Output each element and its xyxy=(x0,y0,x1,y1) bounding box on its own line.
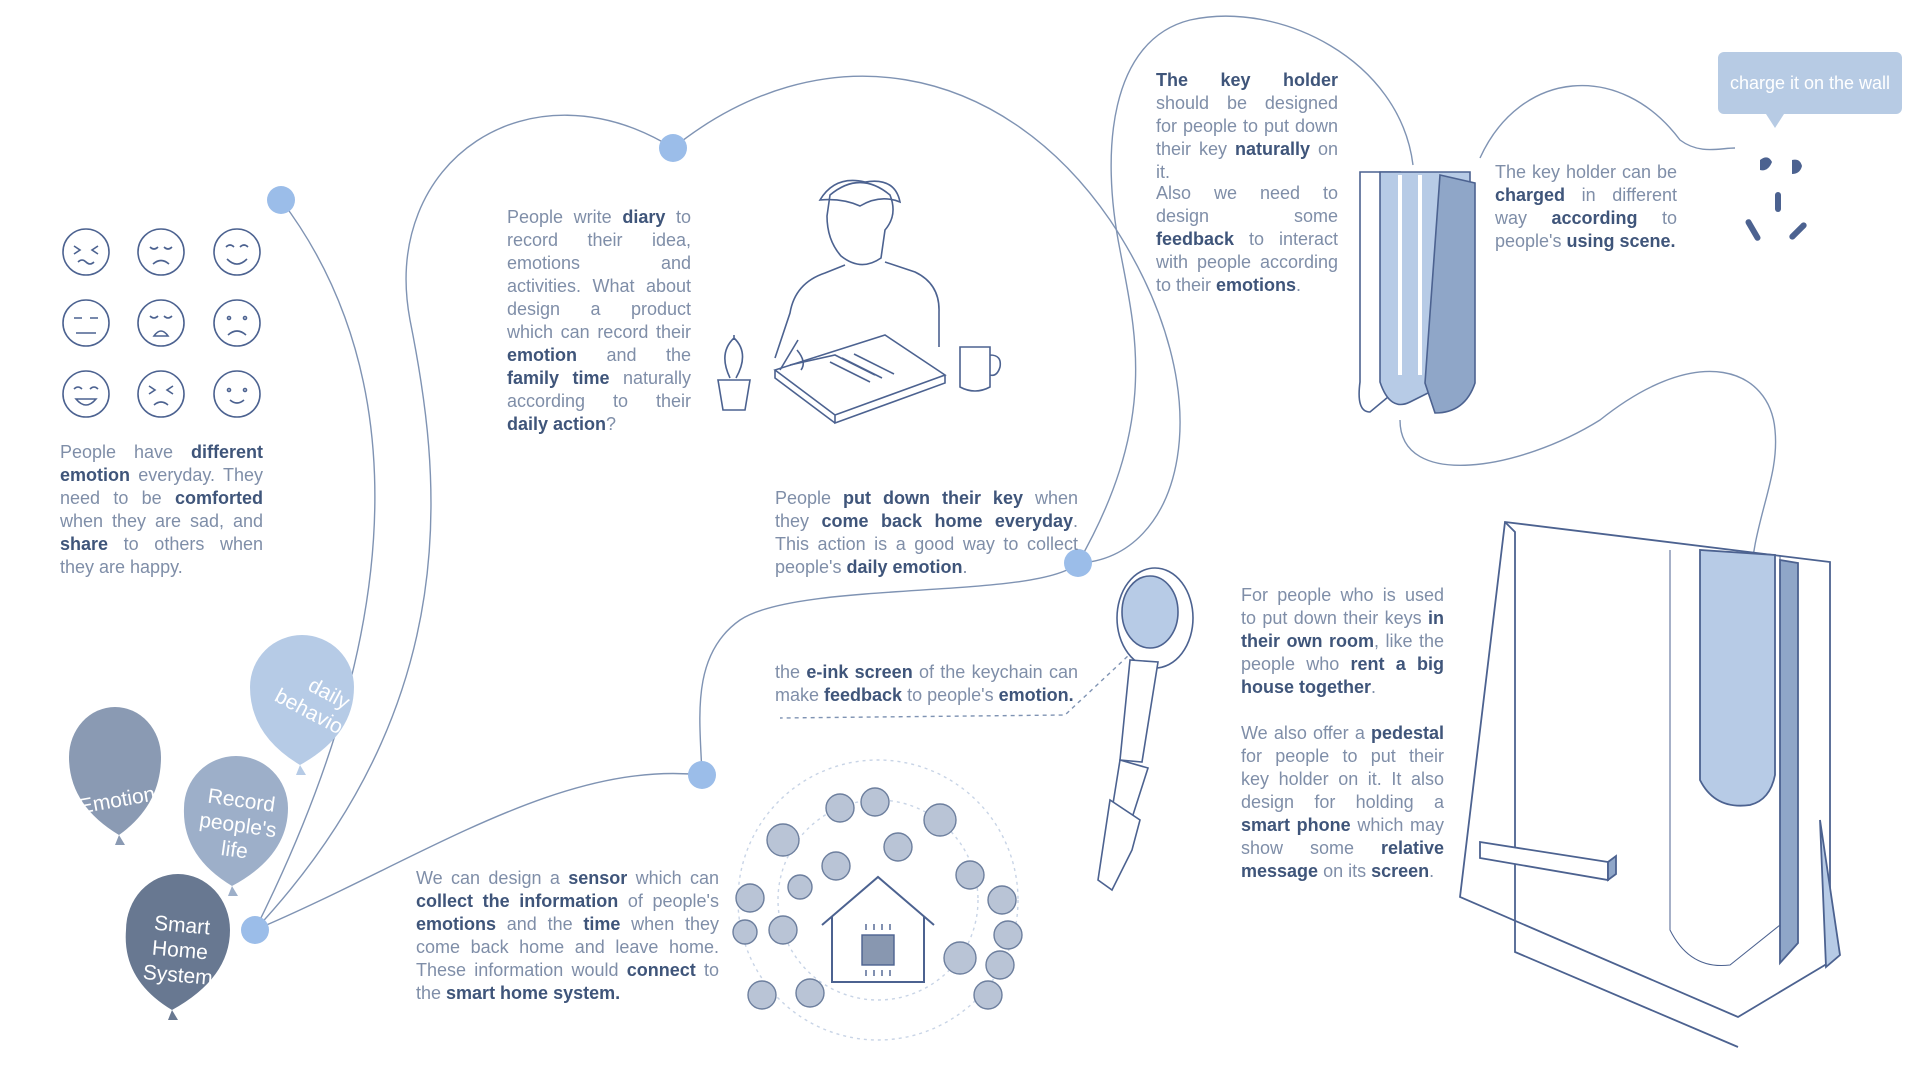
text-emotion: People have different emotion everyday. … xyxy=(60,442,263,577)
connector-key2 xyxy=(699,562,1079,776)
face-icon-4 xyxy=(62,299,110,347)
emphasis-text: daily action xyxy=(507,414,607,434)
node-sensor xyxy=(688,761,716,789)
emphasis-text: diary xyxy=(622,207,666,227)
connector-emotion xyxy=(254,199,376,931)
text-diary: People write diary to record their idea,… xyxy=(507,207,692,434)
face-icon-9 xyxy=(213,370,261,418)
smart-home-illustration xyxy=(732,759,1023,1041)
emphasis-text: emotions xyxy=(416,914,497,934)
tap-icon xyxy=(985,950,1015,980)
text-room-2: We also offer a pedestal for people to p… xyxy=(1241,723,1444,881)
text-holder-1: The key holder should be designed for pe… xyxy=(1156,70,1338,182)
text-sensor: We can design a sensor which can collect… xyxy=(416,868,719,1003)
emphasis-text: e-ink screen xyxy=(806,662,913,682)
connector-holder xyxy=(1077,15,1414,564)
emphasis-text: using scene. xyxy=(1566,231,1676,251)
emphasis-text: time xyxy=(583,914,621,934)
camera-icon xyxy=(860,787,890,817)
charge-icons xyxy=(1745,157,1807,241)
chip-icon xyxy=(861,934,895,966)
text-charge: The key holder can be charged in differe… xyxy=(1495,162,1677,251)
charge-bubble: charge it on the wall xyxy=(1718,52,1902,128)
battery-icon xyxy=(943,941,977,975)
plug-icon xyxy=(883,832,913,862)
text-room-1: For people who is used to put down their… xyxy=(1241,585,1444,697)
node-key xyxy=(1064,549,1092,577)
emphasis-text: emotion xyxy=(507,345,577,365)
emphasis-text: smart phone xyxy=(1241,815,1351,835)
emphasis-text: feedback xyxy=(824,685,903,705)
emphasis-text: come back home everyday xyxy=(821,511,1073,531)
settings-icon xyxy=(987,885,1017,915)
sun-icon xyxy=(825,793,855,823)
emphasis-text: family time xyxy=(507,368,610,388)
emphasis-text: sensor xyxy=(568,868,628,888)
map-icon xyxy=(747,980,777,1010)
emphasis-text: screen xyxy=(1371,861,1430,881)
emphasis-text: relative message xyxy=(1241,838,1444,881)
face-icon-8 xyxy=(137,370,185,418)
face-icon-5 xyxy=(137,299,185,347)
text-holder-2: Also we need to design some feedback to … xyxy=(1156,183,1338,295)
emphasis-text: feedback xyxy=(1156,229,1235,249)
emphasis-text: comforted xyxy=(174,488,263,508)
text-eink: the e-ink screen of the keychain can mak… xyxy=(775,662,1078,705)
emphasis-text: naturally xyxy=(1234,139,1310,159)
text-key: People put down their key when they come… xyxy=(775,488,1078,577)
balloon-smart: Smart Home System xyxy=(141,911,214,990)
face-icon-6 xyxy=(213,299,261,347)
emphasis-text: collect the information xyxy=(416,891,619,911)
connector-sensor xyxy=(254,772,703,931)
key-icon xyxy=(787,874,813,900)
fan-icon xyxy=(821,851,851,881)
emphasis-text: pedestal xyxy=(1370,723,1444,743)
emoji-grid xyxy=(62,228,261,418)
lock-icon xyxy=(768,915,798,945)
emphasis-text: emotion. xyxy=(998,685,1074,705)
emphasis-text: in their own room xyxy=(1241,608,1444,651)
emphasis-text: emotions xyxy=(1216,275,1297,295)
face-icon-2 xyxy=(137,228,185,276)
emphasis-text: put down their key xyxy=(843,488,1023,508)
node-diary xyxy=(659,134,687,162)
emphasis-text: The key holder xyxy=(1156,70,1338,90)
emphasis-text: daily emotion xyxy=(846,557,963,577)
node-emotion xyxy=(267,186,295,214)
emphasis-text: charged xyxy=(1495,185,1566,205)
connector-key xyxy=(672,75,1181,564)
clock-icon xyxy=(923,803,957,837)
thermo-icon xyxy=(795,978,825,1008)
pedestal-illustration xyxy=(1459,520,1841,1048)
keychain-illustration xyxy=(1097,567,1194,892)
balloon-record: Record people's life xyxy=(197,784,279,864)
face-icon-3 xyxy=(213,228,261,276)
emphasis-text: connect xyxy=(626,960,696,980)
emphasis-text: according xyxy=(1551,208,1638,228)
connector-diary xyxy=(254,114,674,931)
key-holder-illustration xyxy=(1358,171,1476,414)
washer-icon xyxy=(955,860,985,890)
connector-charge xyxy=(1479,84,1736,159)
snow-icon xyxy=(735,883,765,913)
emphasis-text: different emotion xyxy=(60,442,263,485)
emphasis-text: share xyxy=(60,534,109,554)
node-smart xyxy=(241,916,269,944)
house-icon xyxy=(821,875,935,983)
bulb-icon xyxy=(766,823,800,857)
connector-eink xyxy=(779,639,1146,719)
emphasis-text: rent a big house together xyxy=(1241,654,1444,697)
tv-icon xyxy=(973,980,1003,1010)
face-icon-7 xyxy=(62,370,110,418)
globe-icon xyxy=(732,919,758,945)
connector-pedestal xyxy=(1399,370,1777,591)
emphasis-text: smart home system. xyxy=(446,983,621,1003)
diary-illustration xyxy=(717,179,1002,425)
phone-icon xyxy=(993,920,1023,950)
face-icon-1 xyxy=(62,228,110,276)
